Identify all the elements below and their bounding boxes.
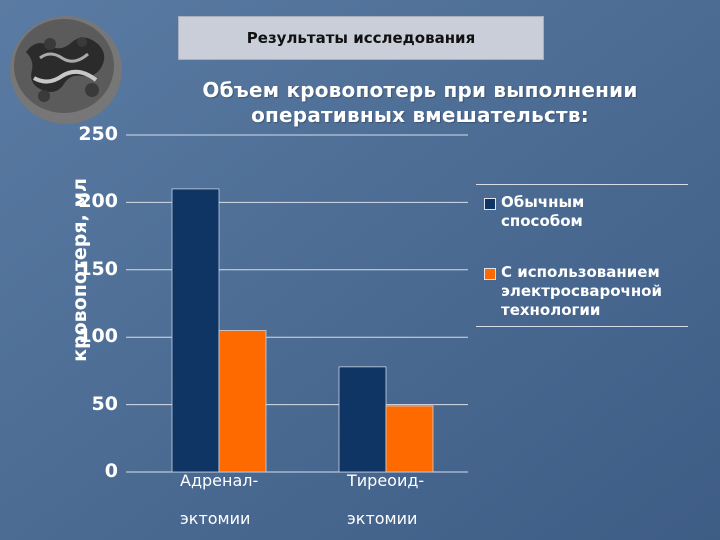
y-tick-label-250: 250	[78, 123, 118, 145]
x-tick-label-1: Адренал-эктомии	[180, 462, 290, 538]
legend-label-series-2: С использованием электросварочной технол…	[501, 263, 662, 319]
cell-structure-logo-icon	[10, 16, 122, 124]
legend-label-series-1: Обычным способом	[501, 193, 585, 230]
legend-swatch-series-1	[484, 198, 496, 210]
legend-swatch-series-2	[484, 268, 496, 280]
y-tick-label-200: 200	[78, 190, 118, 213]
chart-legend: Обычным способом С использованием электр…	[476, 184, 688, 327]
bars	[171, 188, 434, 473]
x-tick-label-1-line-1: Адренал-	[180, 471, 259, 490]
bar-series-1-category-1	[171, 188, 220, 473]
y-tick-label-150: 150	[78, 257, 118, 280]
y-tick-label-50: 50	[91, 392, 118, 415]
bar-series-2-category-2	[385, 405, 434, 473]
y-tick-label-100: 100	[78, 325, 118, 348]
header-title: Результаты исследования	[246, 29, 476, 47]
bar-series-2-category-1	[218, 330, 267, 473]
y-tick-label-0: 0	[104, 460, 118, 482]
legend-item-series-2: С использованием электросварочной технол…	[484, 263, 691, 320]
x-tick-label-2: Тиреоид-эктомии	[347, 462, 457, 538]
legend-item-series-1: Обычным способом	[484, 193, 611, 231]
x-tick-label-1-line-2: эктомии	[180, 509, 251, 528]
x-tick-label-2-line-1: Тиреоид-	[347, 471, 425, 490]
x-tick-label-2-line-2: эктомии	[347, 509, 418, 528]
header-banner: Результаты исследования	[178, 16, 544, 60]
bar-series-1-category-2	[338, 366, 387, 473]
chart-title: Объем кровопотерь при выполнении операти…	[202, 78, 638, 127]
